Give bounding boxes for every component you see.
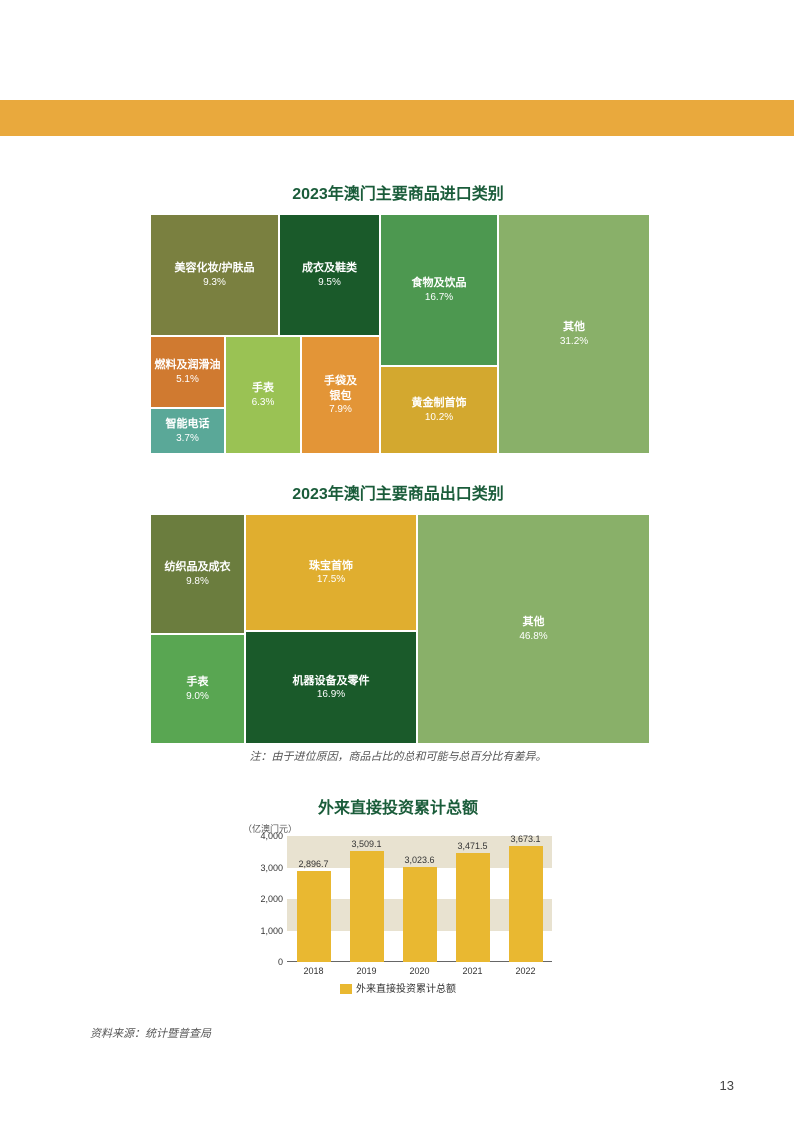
bar-2020 (403, 867, 437, 962)
cell-pct: 9.5% (318, 276, 341, 289)
bar-value-label: 3,023.6 (395, 855, 445, 865)
cell-label: 机器设备及零件 (293, 674, 370, 688)
header-bar (0, 100, 794, 136)
bar-2018 (297, 871, 331, 962)
fdi-chart: 外来直接投资累计总额 （亿澳门元） 01,0002,0003,0004,0002… (148, 794, 648, 995)
cell-pct: 9.0% (186, 690, 209, 703)
bar-x-label: 2022 (501, 966, 551, 976)
y-tick: 3,000 (255, 863, 283, 873)
cell-label: 黄金制首饰 (412, 396, 467, 410)
bar-value-label: 2,896.7 (289, 859, 339, 869)
cell-pct: 9.8% (186, 575, 209, 588)
cell-label: 食物及饮品 (412, 276, 467, 290)
bar-2021 (456, 853, 490, 962)
imports-treemap: 美容化妆/护肤品9.3%成衣及鞋类9.5%燃料及润滑油5.1%智能电话3.7%手… (148, 212, 648, 452)
bar-2022 (509, 846, 543, 962)
cell-pct: 9.3% (203, 276, 226, 289)
treemap-cell-textile: 纺织品及成衣9.8% (150, 514, 245, 634)
treemap-cell-jewelry-exp: 珠宝首饰17.5% (245, 514, 417, 631)
bar-x-label: 2021 (448, 966, 498, 976)
fdi-legend: 外来直接投资累计总额 (148, 980, 648, 995)
y-tick: 0 (255, 957, 283, 967)
treemap-cell-fuel: 燃料及润滑油5.1% (150, 336, 225, 408)
cell-label: 燃料及润滑油 (155, 358, 221, 372)
cell-pct: 31.2% (560, 335, 588, 348)
legend-label: 外来直接投资累计总额 (356, 984, 456, 995)
bar-value-label: 3,673.1 (501, 834, 551, 844)
source-note: 资料来源：统计暨普查局 (90, 1025, 211, 1041)
cell-label: 手表 (187, 675, 209, 689)
treemap-cell-beauty: 美容化妆/护肤品9.3% (150, 214, 279, 336)
cell-pct: 17.5% (317, 573, 345, 586)
treemap-cell-gold: 黄金制首饰10.2% (380, 366, 498, 454)
bar-x-label: 2020 (395, 966, 445, 976)
main-content: 2023年澳门主要商品进口类别 美容化妆/护肤品9.3%成衣及鞋类9.5%燃料及… (148, 180, 648, 995)
cell-pct: 6.3% (252, 396, 275, 409)
bar-2019 (350, 851, 384, 962)
treemap-cell-handbag: 手袋及银包7.9% (301, 336, 380, 454)
y-tick: 1,000 (255, 926, 283, 936)
cell-label: 美容化妆/护肤品 (174, 261, 254, 275)
treemap-cell-watch-exp: 手表9.0% (150, 634, 245, 744)
treemap-cell-other: 其他31.2% (498, 214, 650, 454)
cell-label: 手表 (252, 381, 274, 395)
treemap-cell-watch: 手表6.3% (225, 336, 301, 454)
cell-pct: 16.7% (425, 291, 453, 304)
treemap-cell-other-exp: 其他46.8% (417, 514, 650, 744)
bar-x-label: 2019 (342, 966, 392, 976)
cell-label: 成衣及鞋类 (302, 261, 357, 275)
bar-value-label: 3,471.5 (448, 841, 498, 851)
treemap-cell-machinery: 机器设备及零件16.9% (245, 631, 417, 744)
bar-value-label: 3,509.1 (342, 839, 392, 849)
exports-title: 2023年澳门主要商品出口类别 (148, 480, 648, 504)
treemap-cell-phone: 智能电话3.7% (150, 408, 225, 454)
cell-label: 纺织品及成衣 (165, 560, 231, 574)
cell-pct: 46.8% (519, 630, 547, 643)
fdi-title: 外来直接投资累计总额 (148, 794, 648, 818)
cell-label: 手袋及银包 (324, 374, 357, 403)
legend-swatch (340, 984, 352, 994)
page-number: 13 (720, 1078, 734, 1093)
cell-pct: 7.9% (329, 403, 352, 416)
cell-pct: 3.7% (176, 432, 199, 445)
bar-x-label: 2018 (289, 966, 339, 976)
cell-label: 智能电话 (166, 417, 210, 431)
cell-label: 其他 (523, 615, 545, 629)
treemap-cell-food: 食物及饮品16.7% (380, 214, 498, 366)
cell-label: 珠宝首饰 (309, 559, 353, 573)
y-tick: 4,000 (255, 831, 283, 841)
imports-title: 2023年澳门主要商品进口类别 (148, 180, 648, 204)
cell-label: 其他 (563, 320, 585, 334)
cell-pct: 10.2% (425, 411, 453, 424)
y-tick: 2,000 (255, 894, 283, 904)
treemap-cell-apparel: 成衣及鞋类9.5% (279, 214, 380, 336)
exports-footnote: 注：由于进位原因，商品占比的总和可能与总百分比有差异。 (148, 748, 648, 764)
cell-pct: 5.1% (176, 373, 199, 386)
cell-pct: 16.9% (317, 688, 345, 701)
exports-treemap: 纺织品及成衣9.8%手表9.0%珠宝首饰17.5%机器设备及零件16.9%其他4… (148, 512, 648, 742)
